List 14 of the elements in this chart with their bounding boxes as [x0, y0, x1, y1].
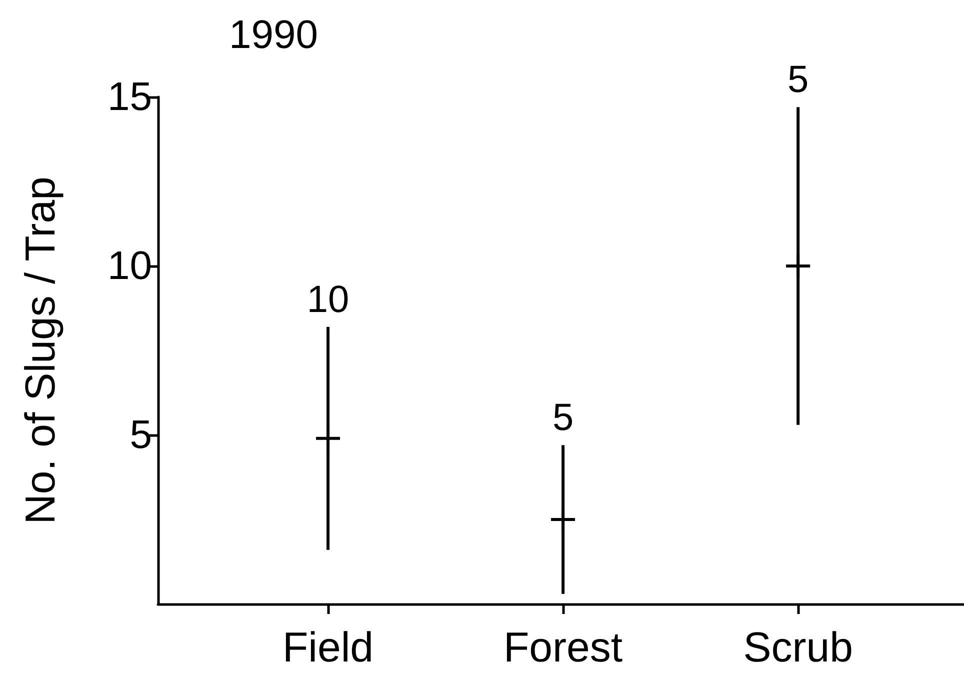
x-tick-label: Forest: [504, 624, 623, 670]
y-tick-label: 15: [108, 75, 152, 119]
point: [316, 426, 340, 450]
x-tick-label: Scrub: [743, 624, 853, 670]
annotation: 5: [552, 397, 574, 440]
y-tick-label: 10: [108, 244, 152, 288]
annotation: 5: [788, 59, 809, 102]
annotation: 10: [306, 278, 350, 321]
chart-title: 1990: [229, 13, 318, 57]
point: [551, 508, 576, 532]
point: [786, 254, 810, 278]
x-tick-label: Field: [282, 624, 374, 670]
y-tick-label: 5: [130, 413, 152, 457]
y-axis-title: No. of Slugs / Trap: [16, 176, 64, 524]
